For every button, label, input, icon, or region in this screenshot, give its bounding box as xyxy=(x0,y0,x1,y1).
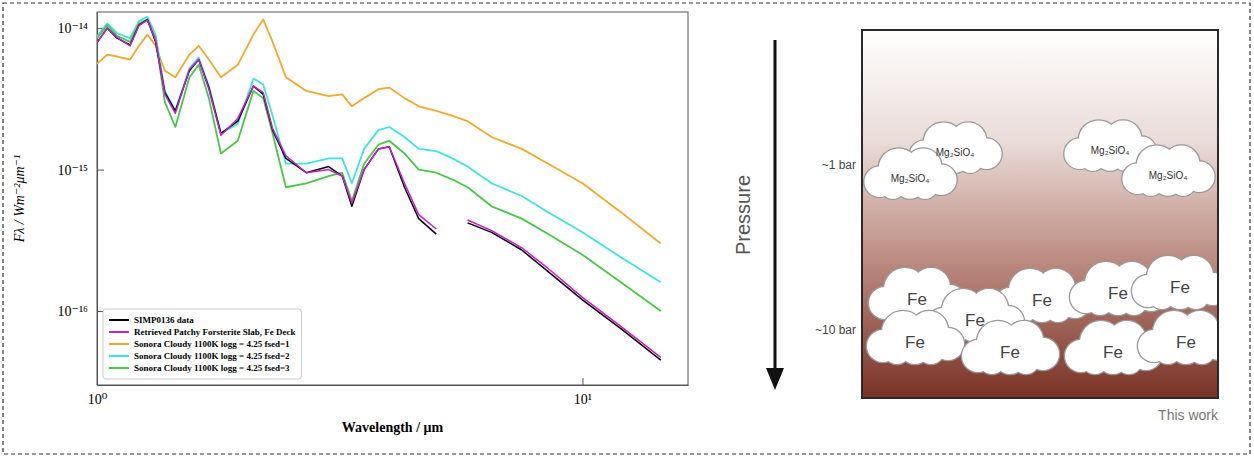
chart: 10⁰ 10¹ 10⁻¹⁶ 10⁻¹⁵ 10⁻¹⁴ Wavelength / μm Fλ /… xyxy=(12,12,689,435)
series-line xyxy=(468,223,661,360)
tick: 10⁻¹⁵ xyxy=(58,163,104,178)
cloud xyxy=(1122,145,1214,195)
cloud-label: Mg₂SiO₄ xyxy=(1149,170,1188,181)
legend-label: Retrieved Patchy Forsterite Slab, Fe Dec… xyxy=(134,327,295,337)
pressure-arrowhead xyxy=(766,368,784,390)
cloud-fill xyxy=(1164,277,1196,309)
cloud-label: Fe xyxy=(1176,333,1196,352)
cloud-outline xyxy=(1026,290,1058,322)
cloud-label: Fe xyxy=(1103,343,1123,362)
cloud-label: Fe xyxy=(905,333,925,352)
atmosphere-border xyxy=(862,30,1218,398)
cloud-outline xyxy=(1164,277,1196,309)
legend-swatch xyxy=(109,331,129,333)
figure: 10⁰ 10¹ 10⁻¹⁶ 10⁻¹⁵ 10⁻¹⁴ Wavelength / μm Fλ /… xyxy=(0,0,1254,458)
cloud-fill xyxy=(1102,283,1134,315)
cloud-fill xyxy=(1026,290,1058,322)
y-axis-title: Fλ / Wm⁻²μm⁻¹ xyxy=(12,155,27,244)
tick: 10⁻¹⁶ xyxy=(58,304,104,319)
legend-swatch xyxy=(109,319,129,321)
series-line xyxy=(97,20,436,235)
cloud xyxy=(1138,311,1218,364)
cloud-label: Fe xyxy=(907,290,927,309)
legend-label: Sonora Cloudy 1100K logg = 4.25 fsed=1 xyxy=(134,339,290,349)
legend-label: SIMP0136 data xyxy=(134,315,194,325)
cloud-outline xyxy=(1102,283,1134,315)
tick: 10⁻¹⁴ xyxy=(58,21,104,36)
cloud-label: Fe xyxy=(965,311,985,330)
cloud-label: Fe xyxy=(1170,278,1190,297)
cloud-fill xyxy=(1170,332,1202,364)
cloud-label: Mg₂SiO₄ xyxy=(891,173,930,184)
x-axis-title: Wavelength / μm xyxy=(342,420,444,435)
series-line xyxy=(97,20,661,244)
cloud-fill xyxy=(899,332,931,364)
tick-label: 10⁰ xyxy=(88,392,108,407)
cloud-fill xyxy=(994,342,1026,374)
tick: 10¹ xyxy=(574,378,592,407)
pressure-level: ~1 bar xyxy=(822,158,856,172)
pressure-label: Pressure xyxy=(732,175,754,255)
pressure-arrow xyxy=(774,40,777,372)
series-line xyxy=(97,20,436,229)
cloud-fill xyxy=(1097,342,1129,374)
caption: This work xyxy=(1158,407,1219,423)
tick-label: 10⁻¹⁵ xyxy=(58,163,89,178)
cloud-label: Fe xyxy=(1032,291,1052,310)
cloud-outline xyxy=(1170,332,1202,364)
axis-line xyxy=(98,385,689,386)
diagram: Mg₂SiO₄ Mg₂SiO₄ Mg₂SiO₄ Mg₂SiO₄ Fe Fe Fe Fe Fe Fe… xyxy=(732,30,1235,423)
pressure-level: ~10 bar xyxy=(815,323,856,337)
legend-swatch xyxy=(109,355,129,357)
tick-mark xyxy=(97,170,104,171)
axis-line xyxy=(97,13,98,386)
series-line xyxy=(97,17,661,282)
legend-swatch xyxy=(109,343,129,345)
x-axis: 10⁰ 10¹ xyxy=(88,378,689,407)
series-line xyxy=(468,220,661,357)
legend-label: Sonora Cloudy 1100K logg = 4.25 fsed=3 xyxy=(134,363,290,373)
figure-border xyxy=(3,3,1250,454)
series-line xyxy=(97,20,661,312)
cloud-outline xyxy=(899,332,931,364)
cloud-label: Mg₂SiO₄ xyxy=(1091,145,1130,156)
tick-mark xyxy=(582,378,583,385)
cloud-label: Fe xyxy=(1108,284,1128,303)
cloud-label: Fe xyxy=(1000,343,1020,362)
page: 10⁰ 10¹ 10⁻¹⁶ 10⁻¹⁵ 10⁻¹⁴ Wavelength / μm Fλ /… xyxy=(0,0,1254,458)
cloud-outline xyxy=(1097,342,1129,374)
cloud-labels: Mg₂SiO₄ Mg₂SiO₄ Mg₂SiO₄ Mg₂SiO₄ Fe Fe Fe Fe Fe Fe… xyxy=(891,145,1196,362)
cloud xyxy=(1132,256,1218,309)
legend-swatch xyxy=(109,367,129,369)
cloud xyxy=(867,311,964,364)
legend-label: Sonora Cloudy 1100K logg = 4.25 fsed=2 xyxy=(134,351,290,361)
tick-label: 10¹ xyxy=(574,392,592,407)
legend-box xyxy=(103,309,301,379)
tick-label: 10⁻¹⁶ xyxy=(58,304,89,319)
tick-label: 10⁻¹⁴ xyxy=(58,21,89,36)
legend: SIMP0136 data Retrieved Patchy Forsterite… xyxy=(103,309,301,379)
clouds xyxy=(864,120,1218,374)
cloud-label: Mg₂SiO₄ xyxy=(936,147,975,158)
y-axis: 10⁻¹⁶ 10⁻¹⁵ 10⁻¹⁴ xyxy=(58,13,104,386)
plot-frame xyxy=(97,12,688,385)
atmosphere-box xyxy=(862,30,1218,398)
cloud-outline xyxy=(994,342,1026,374)
